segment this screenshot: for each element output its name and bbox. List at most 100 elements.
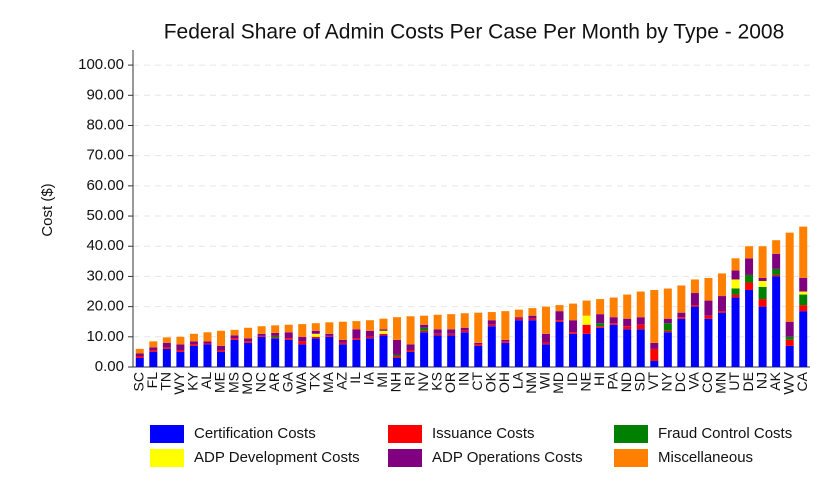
bar-segment — [176, 344, 185, 351]
y-tick-label: 30.00 — [86, 267, 124, 284]
y-tick-label: 60.00 — [86, 177, 124, 194]
bar-segment — [514, 320, 523, 367]
bar-segment — [379, 330, 388, 334]
bar-segment — [365, 338, 374, 367]
bar-segment — [569, 333, 578, 367]
bar-segment — [447, 333, 456, 336]
bar-segment — [162, 342, 171, 348]
legend-swatch — [614, 425, 648, 443]
bar-segment — [257, 333, 266, 336]
bar-segment — [325, 322, 334, 334]
legend-label: Issuance Costs — [432, 425, 535, 442]
bar-segment — [569, 332, 578, 334]
x-tick-label: CO — [699, 372, 715, 393]
bar-segment — [650, 290, 659, 343]
bar-segment — [230, 329, 239, 336]
bar-segment — [284, 324, 293, 333]
bar-segment — [311, 336, 320, 339]
x-tick-label: DE — [740, 372, 756, 391]
bar-segment — [650, 342, 659, 349]
x-tick-label: NH — [388, 372, 404, 392]
x-tick-label: NM — [523, 372, 539, 394]
y-tick-label: 40.00 — [86, 237, 124, 254]
x-tick-label: WA — [293, 371, 309, 394]
bar-segment — [433, 329, 442, 334]
x-tick-label: IA — [361, 371, 377, 385]
bar-segment — [474, 312, 483, 343]
bar-segment — [514, 317, 523, 319]
x-tick-label: CT — [469, 372, 485, 391]
bar-segment — [420, 330, 429, 333]
bar-segment — [433, 335, 442, 367]
bar-segment — [636, 317, 645, 325]
chart-title: Federal Share of Admin Costs Per Case Pe… — [164, 21, 785, 44]
bar-segment — [217, 345, 226, 351]
bar-segment — [487, 324, 496, 327]
bar-segment — [487, 326, 496, 367]
bar-segment — [772, 240, 781, 254]
bar-segment — [189, 333, 198, 342]
bar-segment — [501, 341, 510, 343]
bar-segment — [298, 344, 307, 367]
bar-segment — [731, 258, 740, 271]
bar-segment — [555, 305, 564, 312]
bar-segment — [284, 339, 293, 367]
bar-segment — [393, 357, 402, 367]
bar-segment — [704, 318, 713, 367]
bar-segment — [379, 329, 388, 331]
bar-segment — [650, 348, 659, 361]
x-tick-label: MA — [320, 371, 336, 393]
x-tick-label: WI — [537, 372, 553, 389]
bar-segment — [799, 226, 808, 278]
x-tick-label: UT — [726, 372, 742, 391]
bar-segment — [663, 332, 672, 367]
legend-swatch — [614, 449, 648, 467]
bar-segment — [528, 315, 537, 319]
x-tick-label: NC — [252, 372, 268, 392]
bar-segment — [758, 299, 767, 307]
bar-segment — [745, 246, 754, 259]
bar-segment — [704, 300, 713, 316]
bar-segment — [772, 276, 781, 367]
bar-segment — [135, 356, 144, 358]
legend-label: ADP Development Costs — [194, 449, 360, 466]
bar-segment — [745, 290, 754, 367]
bar-segment — [582, 324, 591, 334]
bar-segment — [772, 268, 781, 275]
bar-segment — [690, 306, 699, 367]
bar-segment — [758, 280, 767, 287]
bar-segment — [189, 341, 198, 345]
bar-segment — [162, 337, 171, 343]
bar-segment — [271, 332, 280, 336]
y-axis-label: Cost ($) — [39, 183, 56, 236]
bar-segment — [569, 320, 578, 333]
bar-segment — [609, 323, 618, 325]
bar-segment — [230, 338, 239, 340]
y-tick-label: 70.00 — [86, 147, 124, 164]
x-tick-label: ND — [618, 372, 634, 392]
x-tick-label: AL — [198, 372, 214, 389]
bar-segment — [365, 320, 374, 331]
x-tick-label: SC — [130, 372, 146, 391]
bar-segment — [365, 330, 374, 337]
bar-segment — [230, 339, 239, 367]
bar-segment — [785, 336, 794, 340]
bar-segment — [487, 312, 496, 321]
bar-segment — [311, 333, 320, 337]
bar-segment — [501, 311, 510, 340]
bar-segment — [799, 294, 808, 306]
bar-segment — [338, 344, 347, 367]
bar-segment — [582, 300, 591, 316]
bar-segment — [298, 336, 307, 342]
x-tick-label: IL — [347, 372, 363, 384]
legend-swatch — [150, 449, 184, 467]
bar-segment — [799, 291, 808, 295]
bar-segment — [785, 339, 794, 346]
bar-segment — [244, 338, 253, 342]
bar-segment — [514, 309, 523, 318]
x-tick-label: KY — [185, 371, 201, 390]
bar-segment — [474, 344, 483, 346]
bar-segment — [596, 327, 605, 367]
x-tick-label: ME — [212, 372, 228, 393]
bar-segment — [298, 341, 307, 345]
